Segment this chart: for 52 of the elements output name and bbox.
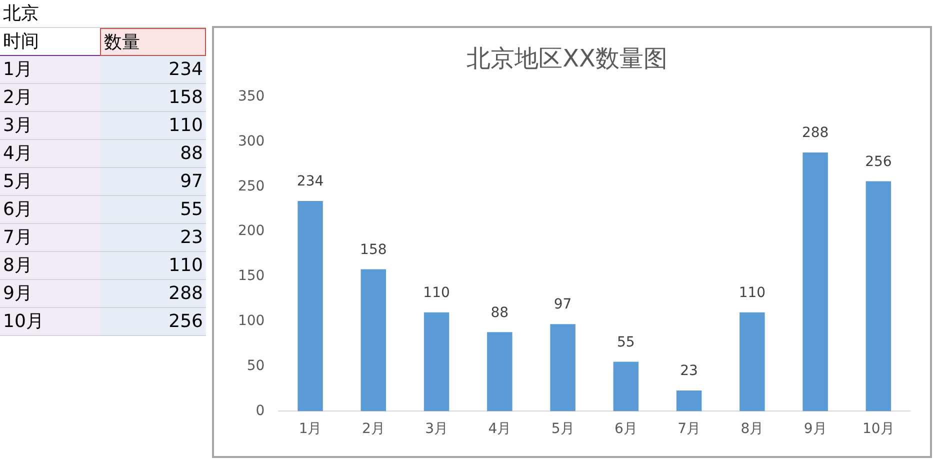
data-label: 110 <box>738 285 766 302</box>
text: 256 <box>100 308 206 336</box>
y-tick-label: 100 <box>238 313 265 330</box>
text: 234 <box>100 56 206 84</box>
text: 288 <box>100 280 206 308</box>
text: 110 <box>100 252 206 280</box>
y-tick-label: 250 <box>238 178 265 194</box>
data-label: 97 <box>554 296 572 313</box>
x-tick-label: 1月 <box>298 421 322 438</box>
y-tick-label: 200 <box>238 223 265 240</box>
category-label: 1月 <box>3 59 32 80</box>
data-label: 256 <box>865 154 892 170</box>
x-tick-label: 10月 <box>862 421 894 438</box>
data-label: 110 <box>423 285 450 302</box>
text: 数量 <box>100 28 206 56</box>
category-label: 5月 <box>3 171 32 192</box>
text: 北京 <box>0 0 100 28</box>
x-tick-label: 9月 <box>804 421 827 438</box>
category-label: 2月 <box>3 87 32 108</box>
x-tick-label: 3月 <box>425 421 448 438</box>
category-label: 10月 <box>3 311 44 332</box>
text: 23 <box>100 224 206 252</box>
y-tick-label: 0 <box>256 402 265 419</box>
data-label: 158 <box>360 242 387 258</box>
x-tick-label: 8月 <box>740 421 764 438</box>
text: 88 <box>100 140 206 168</box>
y-tick-label: 300 <box>238 133 265 150</box>
x-tick-label: 6月 <box>614 421 638 438</box>
x-tick-label: 4月 <box>488 421 512 438</box>
data-label: 88 <box>490 304 509 321</box>
category-label: 4月 <box>3 143 32 164</box>
text: 55 <box>100 196 206 224</box>
text: 158 <box>100 84 206 112</box>
y-tick-label: 50 <box>246 358 265 374</box>
category-label: 7月 <box>3 227 32 248</box>
y-tick-label: 350 <box>238 88 265 104</box>
data-label: 23 <box>680 363 698 380</box>
category-label: 8月 <box>3 255 32 276</box>
data-label: 234 <box>296 174 324 190</box>
y-tick-label: 150 <box>238 268 265 284</box>
data-label: 55 <box>617 334 635 350</box>
category-label: 3月 <box>3 115 32 136</box>
chart-title: 北京地区XX数量图 <box>466 44 668 73</box>
category-label: 6月 <box>3 199 32 220</box>
x-tick-label: 7月 <box>678 421 701 438</box>
category-label: 9月 <box>3 283 32 304</box>
text: 97 <box>100 168 206 196</box>
data-label: 288 <box>802 125 829 142</box>
x-tick-label: 2月 <box>362 421 385 438</box>
text: 110 <box>100 112 206 140</box>
x-tick-label: 5月 <box>551 421 574 438</box>
text: 时间 <box>0 28 100 56</box>
